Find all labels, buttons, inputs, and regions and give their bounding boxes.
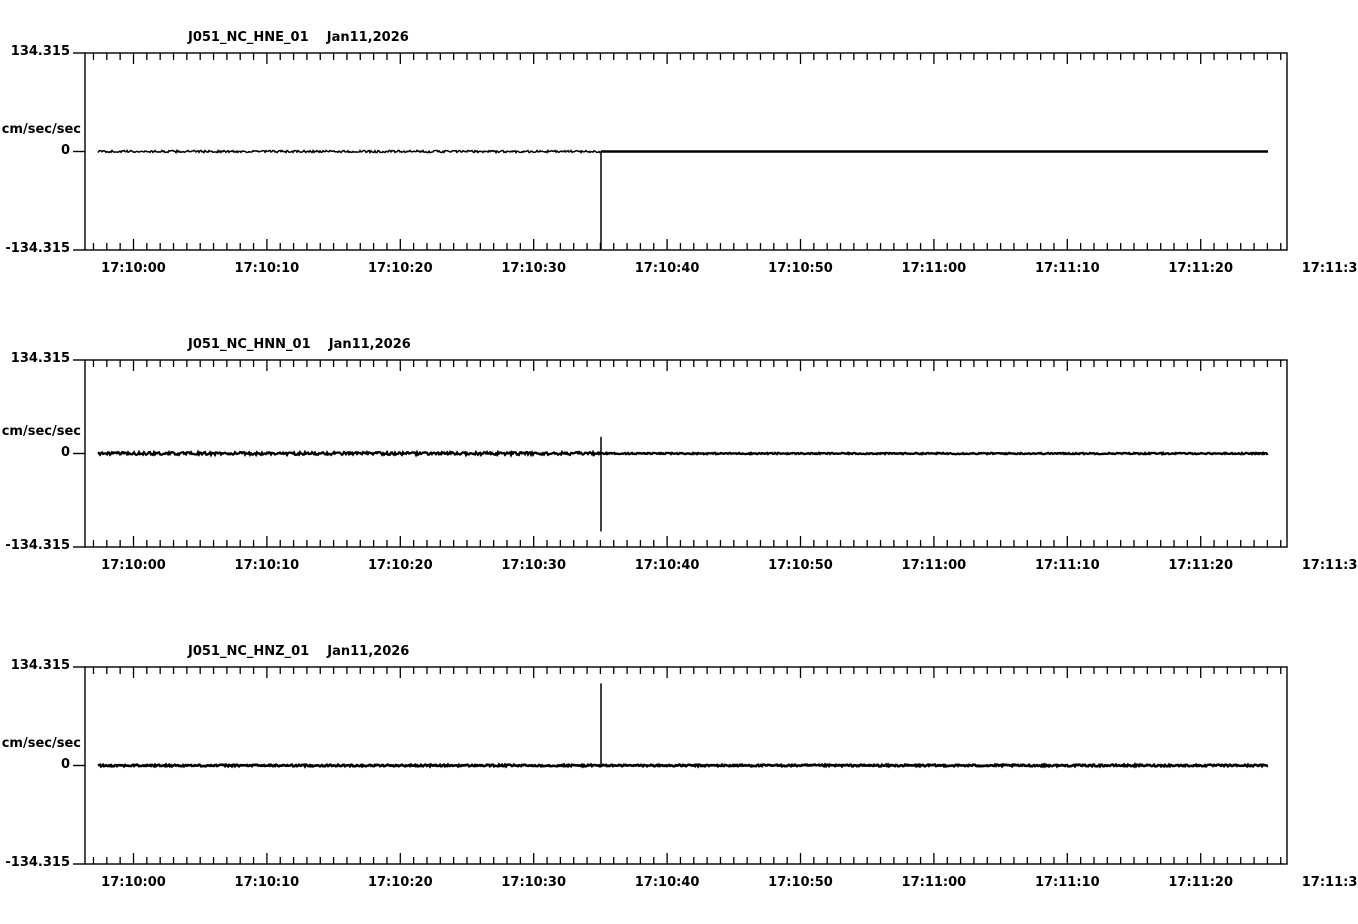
x-tick-label-hnn-8: 17:11:20 [1168, 558, 1234, 573]
x-tick-label-hne-9: 17:11:30 [1301, 261, 1358, 276]
x-tick-label-hne-5: 17:10:50 [768, 261, 833, 276]
y-axis-max-label-hnz: 134.315 [10, 658, 70, 673]
x-tick-label-hnn-4: 17:10:40 [634, 558, 700, 573]
y-axis-units-label-hnz: cm/sec/sec [1, 735, 81, 751]
x-tick-label-hnn-1: 17:10:10 [234, 558, 300, 573]
x-tick-label-hnz-5: 17:10:50 [768, 875, 833, 890]
panel-title-hnz: J051_NC_HNZ_01 Jan11,2026 [188, 644, 410, 659]
x-tick-label-hnn-5: 17:10:50 [768, 558, 833, 573]
x-tick-label-hne-4: 17:10:40 [634, 261, 700, 276]
x-tick-label-hnz-7: 17:11:10 [1034, 875, 1100, 890]
x-tick-label-hnz-3: 17:10:30 [501, 875, 567, 890]
x-tick-label-hnn-0: 17:10:00 [101, 558, 166, 573]
x-tick-label-hnn-2: 17:10:20 [367, 558, 433, 573]
y-axis-zero-label-hnn: 0 [60, 444, 70, 460]
y-axis-max-label-hnn: 134.315 [10, 351, 70, 366]
x-tick-label-hnn-6: 17:11:00 [901, 558, 967, 573]
x-tick-label-hnn-7: 17:11:10 [1034, 558, 1100, 573]
x-tick-label-hnz-4: 17:10:40 [634, 875, 700, 890]
x-tick-label-hnz-1: 17:10:10 [234, 875, 300, 890]
x-tick-label-hnz-0: 17:10:00 [101, 875, 166, 890]
x-tick-label-hne-2: 17:10:20 [367, 261, 433, 276]
y-axis-max-label-hne: 134.315 [10, 44, 70, 59]
x-tick-label-hnz-9: 17:11:30 [1301, 875, 1358, 890]
y-axis-min-label-hne: -134.315 [5, 241, 70, 256]
y-axis-units-label-hnn: cm/sec/sec [1, 423, 81, 439]
panel-title-hne: J051_NC_HNE_01 Jan11,2026 [188, 30, 409, 45]
y-axis-min-label-hnn: -134.315 [5, 538, 70, 553]
y-axis-units-label-hne: cm/sec/sec [1, 121, 81, 137]
x-tick-label-hne-6: 17:11:00 [901, 261, 967, 276]
y-axis-min-label-hnz: -134.315 [5, 855, 70, 870]
x-tick-label-hnn-3: 17:10:30 [501, 558, 567, 573]
y-axis-zero-label-hnz: 0 [60, 756, 70, 772]
x-tick-label-hnz-8: 17:11:20 [1168, 875, 1234, 890]
panel-title-hnn: J051_NC_HNN_01 Jan11,2026 [188, 337, 411, 352]
x-tick-label-hne-7: 17:11:10 [1034, 261, 1100, 276]
x-tick-label-hnz-2: 17:10:20 [367, 875, 433, 890]
x-tick-label-hnn-9: 17:11:30 [1301, 558, 1358, 573]
x-tick-label-hne-3: 17:10:30 [501, 261, 567, 276]
x-tick-label-hne-0: 17:10:00 [101, 261, 166, 276]
x-tick-label-hne-1: 17:10:10 [234, 261, 300, 276]
x-tick-label-hnz-6: 17:11:00 [901, 875, 967, 890]
y-axis-zero-label-hne: 0 [60, 142, 70, 158]
x-tick-label-hne-8: 17:11:20 [1168, 261, 1234, 276]
